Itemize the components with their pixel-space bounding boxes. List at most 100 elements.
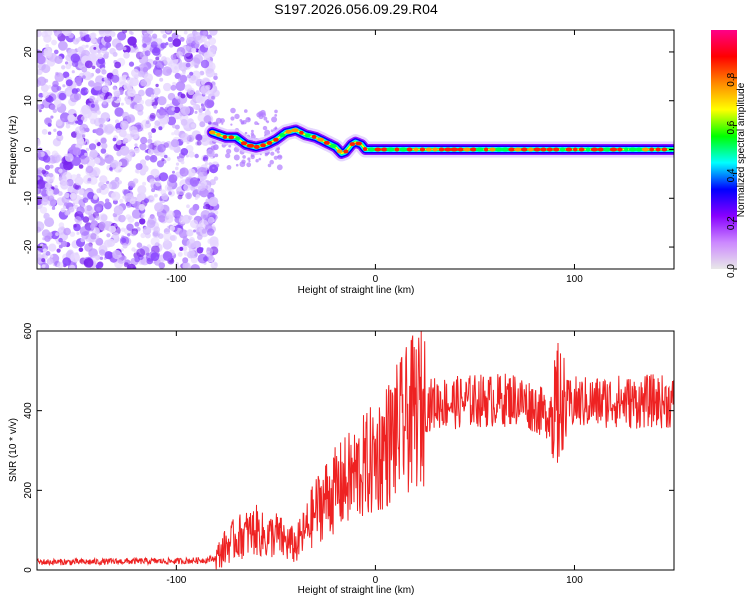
noise-blob (179, 112, 184, 117)
noise-blob (87, 191, 95, 200)
noise-blob (96, 53, 103, 60)
noise-blob (87, 212, 92, 216)
noise-blob (101, 86, 109, 93)
noise-blob (37, 176, 40, 181)
noise-blob (113, 88, 121, 96)
noise-blob (162, 33, 167, 39)
ridge-hotspot (291, 128, 299, 133)
noise-blob (203, 171, 208, 177)
noise-blob (43, 47, 52, 57)
noise-blob (132, 230, 137, 235)
noise-blob (81, 66, 88, 73)
noise-blob (170, 84, 177, 91)
noise-blob (143, 73, 153, 83)
noise-blob (64, 210, 70, 216)
noise-blob (205, 68, 215, 78)
noise-blob (95, 237, 104, 246)
noise-blob (179, 246, 184, 251)
noise-blob (49, 254, 54, 258)
ridge-hotspot (343, 149, 349, 154)
noise-blob (164, 214, 174, 224)
noise-blob (54, 49, 59, 55)
noise-blob (154, 193, 158, 198)
noise-blob (200, 59, 210, 69)
noise-blob (76, 206, 85, 215)
noise-blob (162, 66, 173, 76)
noise-blob (129, 198, 136, 205)
noise-blob (158, 126, 163, 131)
noise-blob (206, 247, 214, 255)
noise-blob (138, 204, 146, 211)
scatter-blob (247, 157, 251, 161)
noise-blob (116, 139, 122, 146)
noise-blob (121, 237, 127, 243)
noise-blob (143, 198, 149, 204)
ridge-hotspot (546, 147, 553, 152)
noise-blob (72, 38, 80, 45)
noise-blob (96, 94, 104, 102)
noise-blob (152, 33, 158, 39)
noise-blob (154, 202, 164, 213)
ridge-hotspot (641, 147, 649, 152)
y-axis-ticks: -20 -10 0 10 20 (23, 46, 674, 254)
scatter-blob (276, 164, 283, 171)
noise-blob (200, 210, 211, 220)
noise-blob (55, 232, 59, 237)
noise-blob (164, 154, 168, 159)
scatter-blob (214, 109, 218, 114)
ridge-hotspot (374, 147, 382, 152)
noise-blob (190, 264, 200, 269)
y-tick-label: 200 (23, 482, 34, 499)
noise-blob (102, 100, 107, 105)
noise-blob (41, 229, 51, 238)
noise-blob (56, 130, 63, 136)
noise-blob (186, 204, 190, 209)
scatter-blob (212, 155, 215, 159)
noise-blob (99, 249, 106, 256)
noise-blob (58, 168, 63, 173)
noise-blob (93, 46, 97, 50)
ridge-hotspot (240, 141, 248, 146)
noise-blob (89, 32, 96, 40)
noise-blob (90, 103, 95, 108)
noise-blob (186, 229, 194, 237)
noise-blob (195, 133, 203, 141)
noise-blob (175, 162, 180, 166)
scatter-blob (251, 129, 254, 133)
noise-blob (208, 37, 217, 46)
noise-blob (117, 161, 123, 167)
noise-blob (53, 30, 63, 37)
noise-blob (51, 39, 57, 46)
ridge-hotspot (386, 147, 395, 152)
noise-blob (71, 60, 79, 67)
noise-blob (204, 162, 209, 166)
noise-blob (76, 137, 85, 145)
noise-blob (118, 129, 127, 138)
scatter-blob (258, 157, 262, 161)
noise-blob (89, 95, 95, 102)
scatter-blob (255, 159, 259, 163)
noise-blob (96, 188, 102, 194)
noise-blob (104, 239, 112, 248)
noise-blob (146, 252, 150, 256)
noise-blob (108, 225, 117, 233)
noise-blob (147, 148, 154, 155)
noise-blob (71, 88, 78, 95)
scatter-blob (277, 155, 280, 158)
noise-blob (183, 251, 189, 256)
noise-blob (37, 104, 42, 110)
noise-blob (126, 223, 134, 231)
noise-blob (207, 216, 215, 224)
noise-blob (186, 154, 189, 158)
scatter-blob (230, 116, 235, 121)
ridge-hotspot (246, 143, 255, 148)
noise-blob (212, 89, 220, 97)
noise-blob (185, 45, 190, 51)
noise-blob (191, 47, 197, 54)
noise-blob (126, 77, 134, 84)
ridge-hotspot (329, 143, 337, 148)
noise-blob (150, 168, 160, 178)
noise-blob (37, 250, 41, 256)
noise-blob (88, 80, 95, 87)
noise-blob (175, 95, 179, 100)
